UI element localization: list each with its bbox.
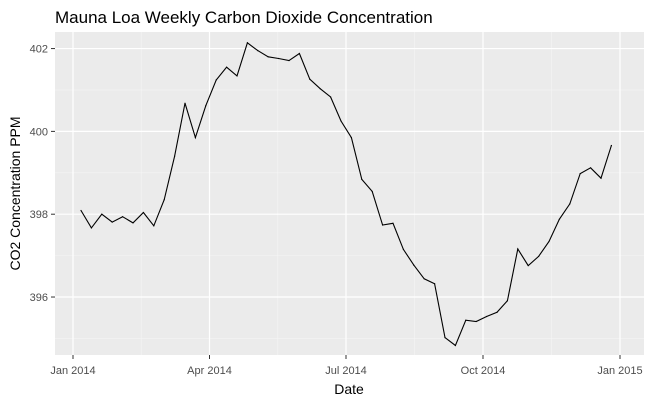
- x-tick-label: Jan 2015: [597, 365, 642, 377]
- data-point: [298, 52, 300, 55]
- data-point: [340, 120, 342, 122]
- minor-gridlines: [55, 32, 644, 355]
- x-tick-labels: Jan 2014 Apr 2014 Jul 2014 Oct 2014 Jan 2015: [50, 365, 642, 377]
- data-point: [174, 155, 176, 157]
- data-point: [319, 88, 321, 90]
- data-point: [330, 96, 332, 98]
- data-point: [163, 199, 165, 201]
- data-point: [309, 78, 311, 80]
- data-point: [80, 209, 82, 212]
- x-tick-label: Jan 2014: [50, 365, 95, 377]
- data-point: [236, 75, 238, 77]
- data-point: [205, 105, 207, 107]
- y-axis-label: CO2 Concentration PPM: [7, 116, 23, 270]
- x-axis-label: Date: [334, 381, 364, 397]
- data-point: [454, 344, 456, 347]
- x-tick-label: Apr 2014: [187, 365, 232, 377]
- data-point: [194, 136, 196, 139]
- data-point: [226, 66, 228, 68]
- y-tick-label: 402: [30, 44, 48, 56]
- data-point: [257, 50, 259, 52]
- data-point: [413, 264, 415, 266]
- data-point: [371, 190, 373, 193]
- chart-title: Mauna Loa Weekly Carbon Dioxide Concentr…: [55, 8, 433, 27]
- data-point: [506, 300, 508, 302]
- co2-series-line: [80, 41, 612, 347]
- data-point: [517, 248, 519, 250]
- axis-ticks: [51, 48, 621, 359]
- data-point: [465, 319, 467, 321]
- data-point: [610, 144, 613, 147]
- data-point: [486, 315, 488, 318]
- data-point: [246, 42, 248, 44]
- data-point: [558, 218, 561, 220]
- data-point: [444, 337, 446, 339]
- data-point: [361, 178, 363, 181]
- data-point: [132, 222, 134, 224]
- data-point: [548, 240, 550, 243]
- data-point: [142, 211, 144, 214]
- data-point: [122, 216, 124, 218]
- data-point: [153, 225, 155, 227]
- data-point: [288, 59, 290, 62]
- data-point: [590, 167, 592, 169]
- data-point: [579, 173, 581, 175]
- y-tick-label: 396: [30, 292, 48, 304]
- data-point: [423, 278, 425, 280]
- data-point: [278, 57, 280, 60]
- data-point: [111, 221, 113, 223]
- data-point: [267, 56, 269, 58]
- data-point: [184, 102, 186, 104]
- data-point: [496, 311, 498, 313]
- data-point: [392, 222, 394, 224]
- data-point: [402, 248, 404, 251]
- x-tick-label: Oct 2014: [461, 365, 506, 377]
- major-gridlines: [55, 32, 644, 355]
- data-point: [434, 283, 436, 285]
- data-point: [538, 255, 540, 258]
- data-point: [382, 224, 384, 226]
- x-tick-label: Jul 2014: [325, 365, 367, 377]
- y-tick-labels: 396 398 400 402: [30, 44, 48, 304]
- data-point: [527, 264, 529, 267]
- data-point: [350, 136, 352, 139]
- data-point: [475, 320, 477, 323]
- data-point: [569, 203, 571, 205]
- y-tick-label: 400: [30, 126, 48, 138]
- plot-panel: [55, 32, 644, 355]
- data-point: [600, 177, 602, 179]
- co2-data-points: [80, 42, 613, 347]
- data-point: [101, 213, 103, 215]
- data-point: [90, 227, 92, 229]
- y-tick-label: 398: [30, 209, 48, 221]
- data-point: [215, 79, 217, 81]
